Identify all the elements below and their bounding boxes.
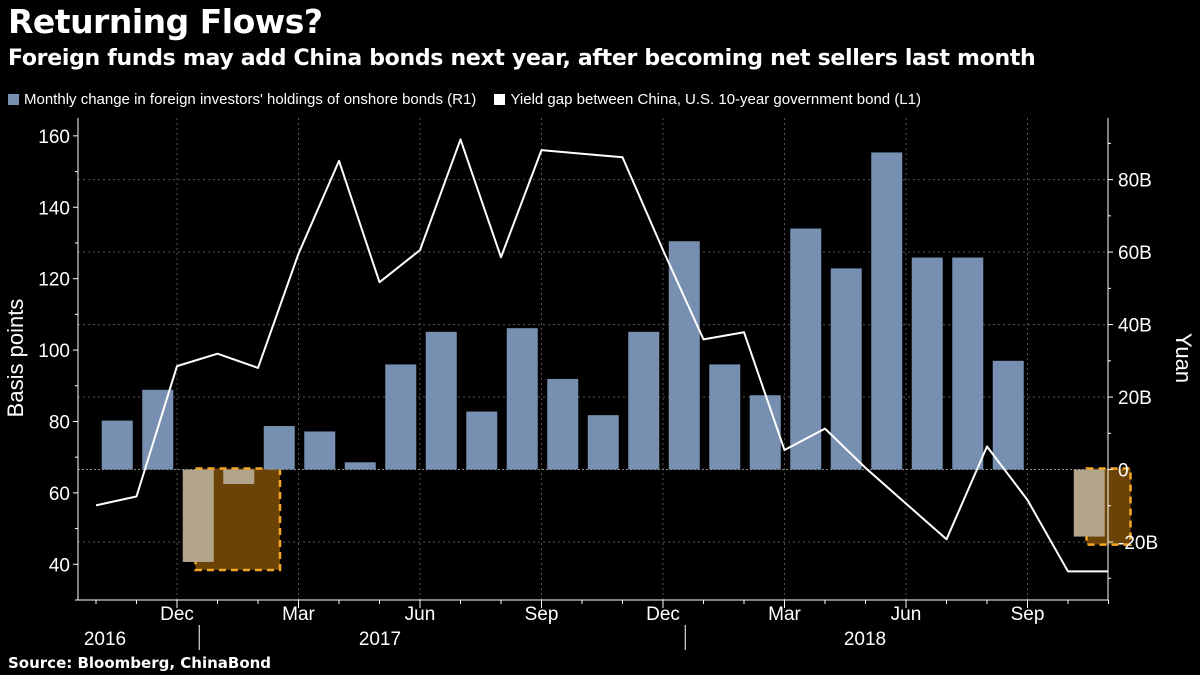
x-tick-label: Sep <box>1011 604 1045 625</box>
bar <box>790 228 822 470</box>
left-tick-label: 80 <box>49 412 70 433</box>
legend-swatch-bars <box>8 94 19 105</box>
x-tick-label: Jun <box>891 604 922 625</box>
x-tick-label: Sep <box>525 604 559 625</box>
bar <box>668 241 700 470</box>
x-tick-label: Mar <box>282 604 315 625</box>
chart-source: Source: Bloomberg, ChinaBond <box>8 654 272 672</box>
legend-item-bars: Monthly change in foreign investors' hol… <box>8 91 476 108</box>
left-tick-label: 100 <box>38 341 70 362</box>
right-tick-label: 20B <box>1118 388 1152 409</box>
bar <box>182 469 214 562</box>
bar <box>344 462 376 470</box>
bar <box>304 431 336 470</box>
axes: 40 60 80 100 120 140 160 -20B 0 20B 40B 60B 80B Dec Ma… <box>38 118 1158 650</box>
bar <box>263 426 295 470</box>
left-tick-label: 140 <box>38 198 70 219</box>
bar <box>1073 469 1105 537</box>
bar <box>547 378 579 470</box>
year-label: 2017 <box>359 629 401 650</box>
chart-legend: Monthly change in foreign investors' hol… <box>8 91 921 108</box>
right-tick-label: 0 <box>1118 461 1129 482</box>
right-tick-label: 40B <box>1118 316 1152 337</box>
left-tick-label: 120 <box>38 270 70 291</box>
left-tick-label: 60 <box>49 484 70 505</box>
bar <box>466 411 498 470</box>
bar <box>587 415 619 470</box>
bar <box>871 152 903 470</box>
legend-swatch-line <box>494 94 506 105</box>
left-tick-label: 40 <box>49 555 70 576</box>
bar <box>506 328 538 470</box>
left-axis-title: Basis points <box>3 299 28 418</box>
bar <box>425 331 457 470</box>
line-series <box>95 138 1109 573</box>
right-tick-label: 80B <box>1118 171 1152 192</box>
bar <box>628 331 660 470</box>
bar <box>749 395 781 470</box>
right-tick-label: 60B <box>1118 243 1152 264</box>
x-tick-label: Mar <box>768 604 801 625</box>
chart-subtitle: Foreign funds may add China bonds next y… <box>8 46 1036 71</box>
bar <box>385 364 417 470</box>
x-tick-label: Jun <box>405 604 436 625</box>
bar <box>911 257 943 470</box>
bar <box>101 420 133 470</box>
left-tick-label: 160 <box>38 127 70 148</box>
bar-series <box>101 152 1105 562</box>
year-label: 2018 <box>844 629 886 650</box>
right-tick-label: -20B <box>1118 533 1158 554</box>
legend-label-bars: Monthly change in foreign investors' hol… <box>24 91 477 108</box>
year-label: 2016 <box>84 629 126 650</box>
bar <box>952 257 984 470</box>
x-tick-label: Dec <box>160 604 194 625</box>
bar <box>992 360 1024 470</box>
bar <box>223 469 255 485</box>
bar <box>709 364 741 470</box>
x-tick-label: Dec <box>646 604 680 625</box>
yield-gap-line <box>95 138 1109 573</box>
legend-item-line: Yield gap between China, U.S. 10-year go… <box>494 91 921 108</box>
right-axis-title: Yuan <box>1171 333 1196 383</box>
chart-title: Returning Flows? <box>8 2 323 41</box>
legend-label-line: Yield gap between China, U.S. 10-year go… <box>510 91 921 108</box>
bar <box>830 268 862 470</box>
